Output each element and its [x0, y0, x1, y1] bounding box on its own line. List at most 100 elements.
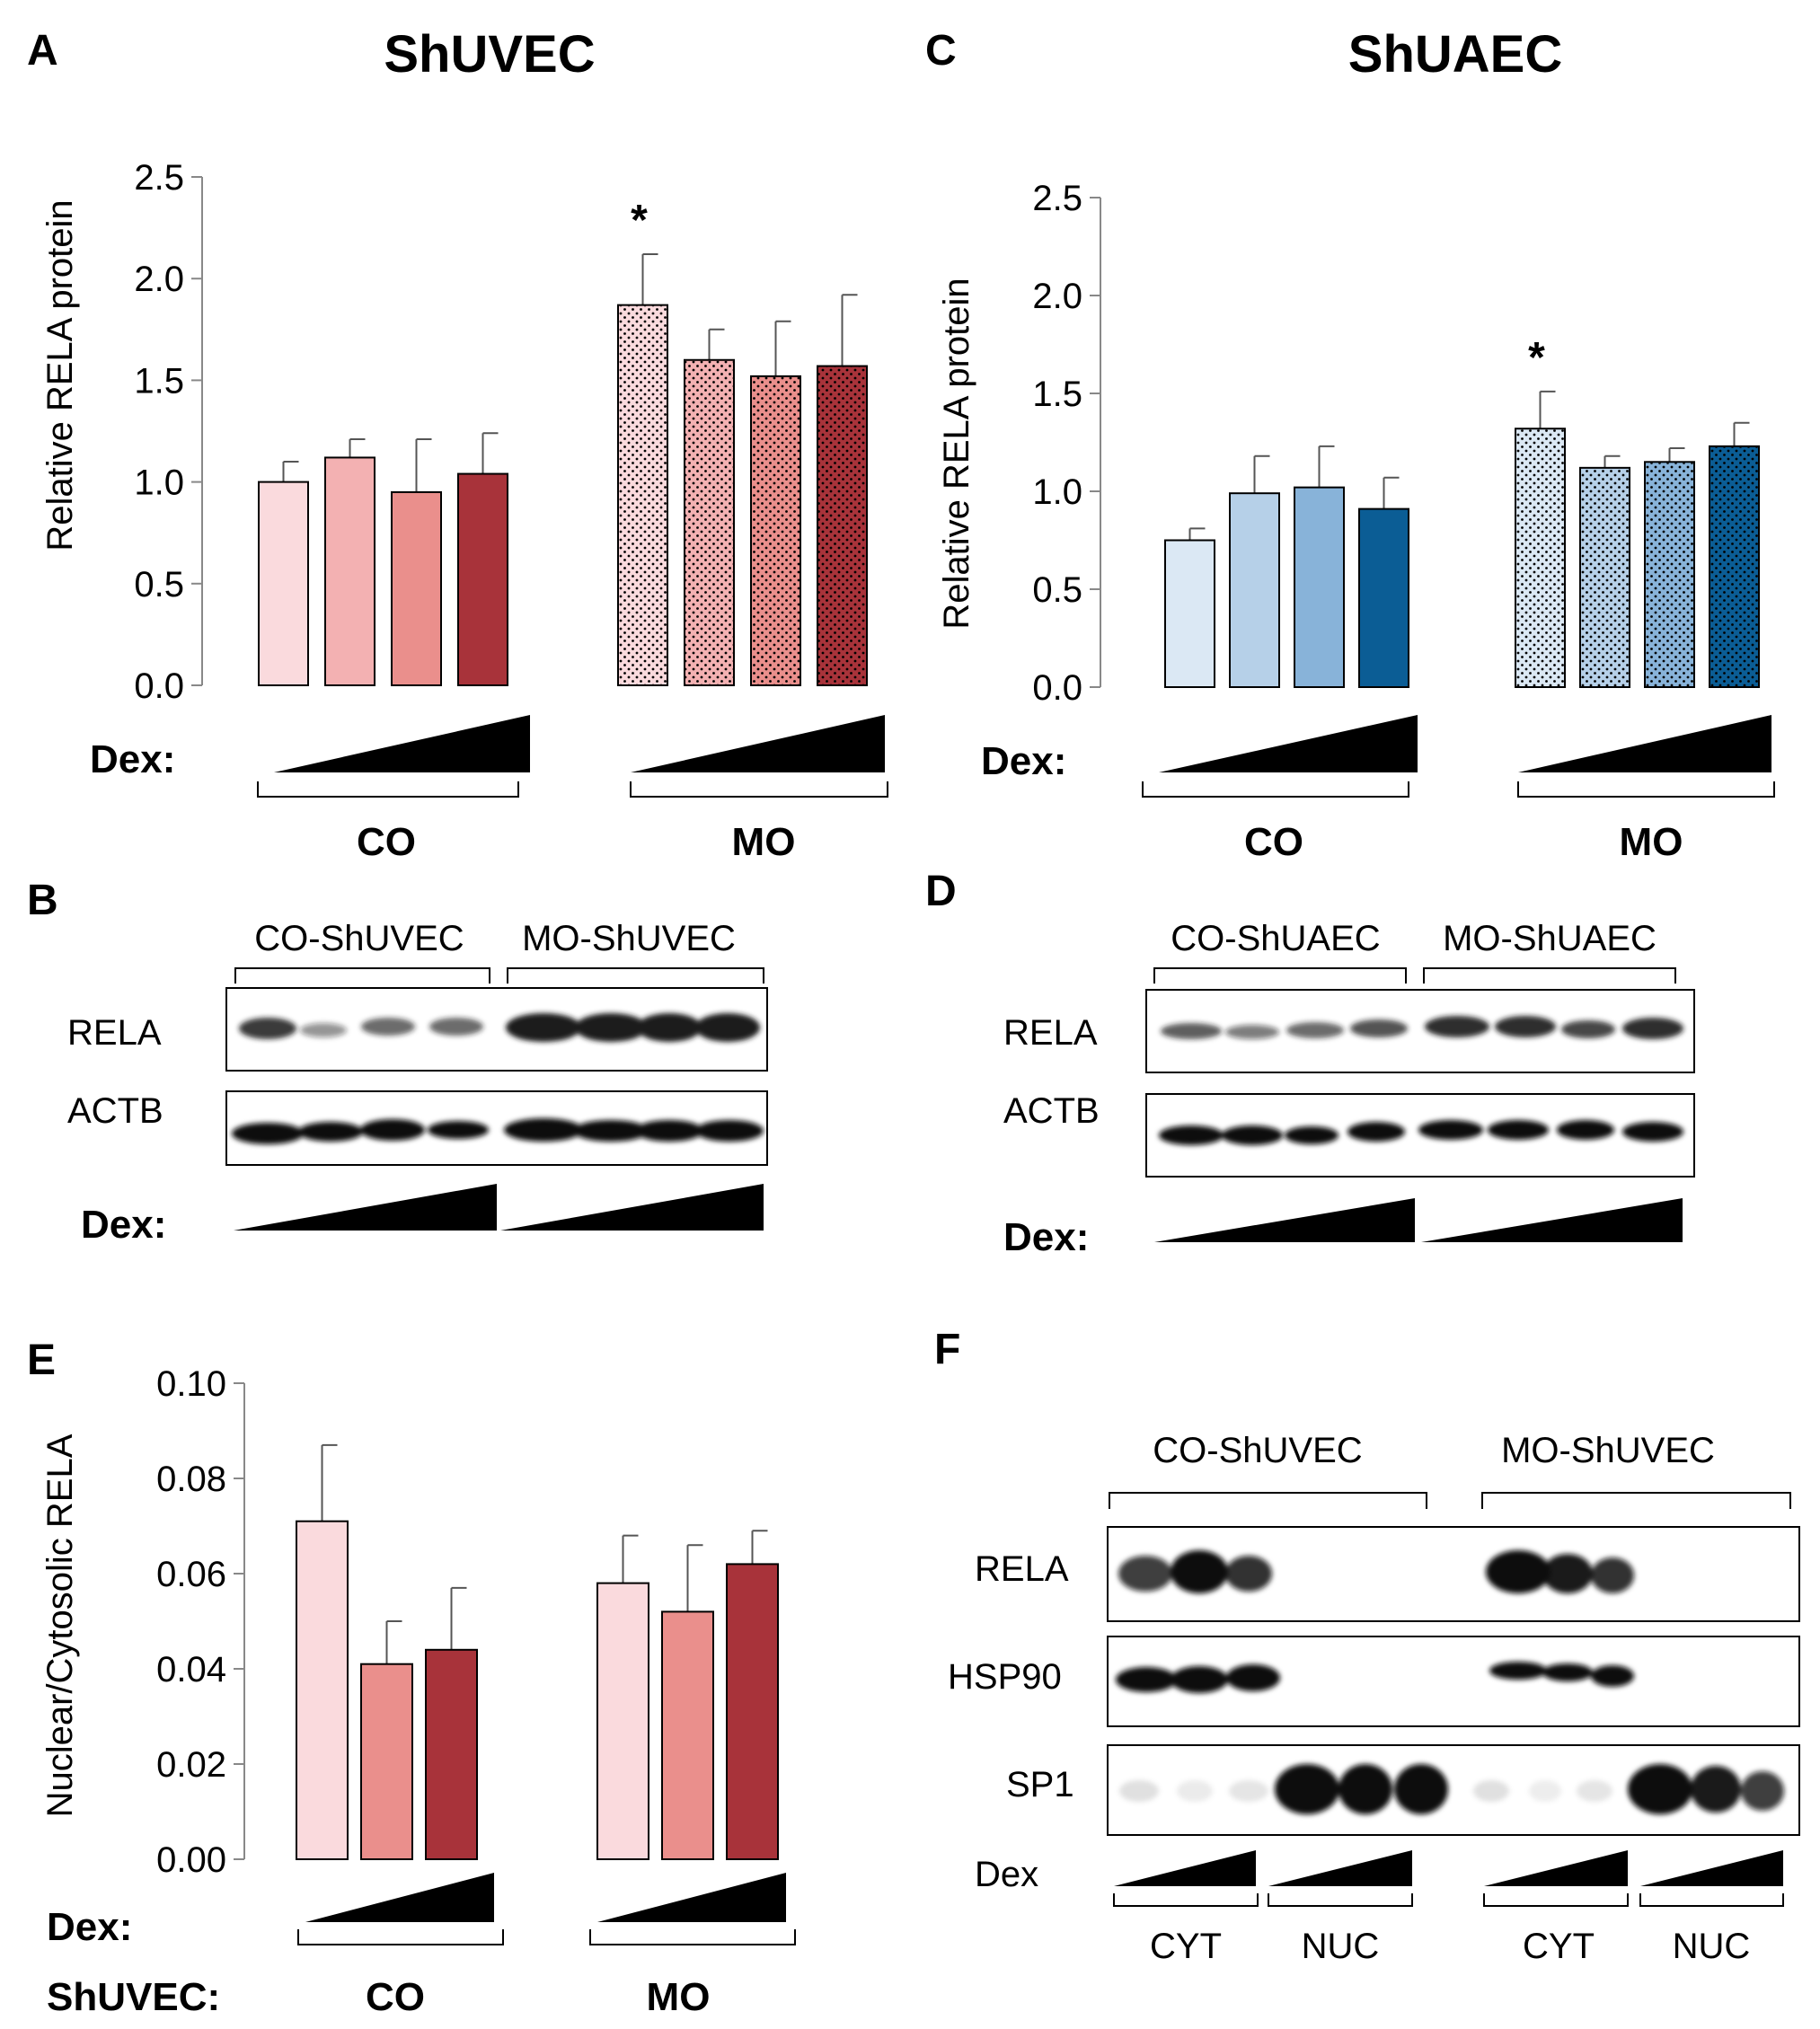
y-tick-label: 1.0 [1032, 472, 1082, 512]
bar [360, 1663, 413, 1860]
bar-pattern [1581, 468, 1629, 686]
blot-f-bracket-cyt-1 [1113, 1893, 1259, 1907]
blot-b-bracket-mo [507, 967, 764, 984]
blot-f-row-rela: RELA [975, 1549, 1069, 1589]
panel-e-dex-wedge-mo [597, 1873, 786, 1922]
blot-d-bracket-mo [1423, 967, 1676, 984]
bar-pattern [619, 305, 667, 684]
significance-marker: * [1528, 334, 1545, 382]
y-tick-label: 0.00 [156, 1840, 226, 1880]
blot-f-sp1-bands [1119, 1764, 1784, 1814]
blot-f-dex-wedge-4 [1640, 1850, 1783, 1886]
blot-b-actb-bands [232, 1118, 764, 1144]
blot-f-dex-wedge-1 [1114, 1850, 1256, 1886]
panel-c-group-co: CO [1244, 820, 1303, 864]
panel-a-group-mo: MO [732, 820, 796, 864]
blot-d-dex-wedge-co [1154, 1198, 1415, 1242]
blot-f-bracket-mo [1481, 1492, 1791, 1509]
blot-d-dex-wedge-mo [1421, 1198, 1683, 1242]
y-tick-label: 2.5 [134, 158, 184, 198]
blot-b-dex-label: Dex: [81, 1203, 166, 1247]
y-tick-label: 0.5 [1032, 570, 1082, 610]
bar [596, 1582, 649, 1860]
blot-d-dex-label: Dex: [1003, 1215, 1089, 1259]
blot-f-hsp90-bands [1116, 1662, 1634, 1693]
panel-a-dex-wedge-mo [631, 715, 885, 772]
y-tick-label: 2.5 [1032, 179, 1082, 218]
panel-label-f: F [934, 1326, 960, 1373]
panel-c-bracket-mo [1517, 781, 1775, 798]
blot-f-fraction-nuc-2: NUC [1673, 1927, 1751, 1966]
panel-c-group-mo: MO [1620, 820, 1683, 864]
panel-a-dex-wedge-co [274, 715, 530, 772]
bar [1164, 539, 1215, 688]
blot-d-rela-bands [1161, 1016, 1683, 1039]
blot-f-group-mo: MO-ShUVEC [1501, 1431, 1715, 1470]
panel-c-y-label: Relative RELA protein [937, 278, 976, 629]
panel-a-title: ShUVEC [384, 25, 595, 84]
bar [425, 1648, 478, 1861]
bar-pattern [752, 376, 800, 684]
panel-c-bracket-co [1142, 781, 1409, 798]
panel-e-chart: 0.00 0.02 0.04 0.06 0.08 0.10 [156, 1364, 779, 1880]
bar [457, 472, 508, 686]
y-tick-label: 0.0 [1032, 668, 1082, 708]
blot-d-actb-bands [1159, 1120, 1683, 1145]
panel-e-group-co: CO [366, 1975, 425, 2019]
blot-b-rela-bands [239, 1013, 760, 1042]
y-tick-label: 0.04 [156, 1650, 226, 1689]
panel-a-bracket-co [257, 781, 519, 798]
panel-e-bracket-co [297, 1929, 504, 1945]
bar [258, 481, 309, 686]
panel-c-chart: 0.0 0.5 1.0 1.5 2.0 2.5 * [1032, 179, 1760, 708]
bar [1229, 492, 1280, 688]
y-tick-label: 0.0 [134, 666, 184, 706]
bar-pattern [1710, 446, 1758, 686]
blot-f-bracket-nuc-2 [1639, 1893, 1784, 1907]
bar [324, 456, 375, 686]
bar [661, 1610, 714, 1861]
panel-c-title: ShUAEC [1348, 25, 1562, 84]
blot-b-bracket-co [234, 967, 490, 984]
blot-f-rela-bands [1118, 1550, 1634, 1593]
y-tick-label: 2.0 [1032, 277, 1082, 316]
blot-f-fraction-cyt-1: CYT [1150, 1927, 1222, 1966]
panel-label-b: B [27, 877, 58, 924]
blot-d-row-actb: ACTB [1003, 1091, 1100, 1131]
bar [296, 1520, 349, 1860]
blot-b-dex-wedge-mo [500, 1184, 764, 1231]
y-tick-label: 1.5 [1032, 375, 1082, 414]
blot-f-row-hsp90: HSP90 [948, 1657, 1062, 1697]
blot-f-fraction-cyt-2: CYT [1523, 1927, 1595, 1966]
blot-b-group-co: CO-ShUVEC [254, 919, 464, 958]
blot-d-row-rela: RELA [1003, 1013, 1098, 1053]
panel-e-y-label: Nuclear/Cytosolic RELA [40, 1434, 80, 1817]
bar [1294, 486, 1345, 689]
blot-b-dex-wedge-co [234, 1184, 497, 1231]
y-tick-label: 2.0 [134, 260, 184, 299]
blot-b-group-mo: MO-ShUVEC [522, 919, 736, 958]
panel-c-dex-wedge-co [1159, 715, 1418, 772]
bar-pattern [818, 366, 866, 684]
panel-label-c: C [925, 27, 957, 75]
blot-f-bracket-cyt-2 [1483, 1893, 1629, 1907]
y-tick-label: 1.5 [134, 361, 184, 401]
bar-pattern [685, 360, 733, 684]
y-tick-label: 1.0 [134, 463, 184, 503]
panel-label-a: A [27, 27, 58, 75]
bar [726, 1563, 779, 1861]
y-tick-label: 0.08 [156, 1460, 226, 1499]
y-tick-label: 0.06 [156, 1555, 226, 1594]
blot-f-bracket-co [1109, 1492, 1427, 1509]
blot-b-row-rela: RELA [67, 1013, 162, 1053]
blot-f-row-sp1: SP1 [1006, 1765, 1074, 1804]
panel-a-dex-label: Dex: [90, 737, 175, 781]
panel-e-bracket-mo [589, 1929, 796, 1945]
blot-d-group-mo: MO-ShUAEC [1443, 919, 1657, 958]
blot-f-fraction-nuc-1: NUC [1302, 1927, 1380, 1966]
y-tick-label: 0.10 [156, 1364, 226, 1404]
blot-d-group-co: CO-ShUAEC [1171, 919, 1380, 958]
y-tick-label: 0.5 [134, 565, 184, 604]
bar-pattern [1516, 429, 1564, 686]
